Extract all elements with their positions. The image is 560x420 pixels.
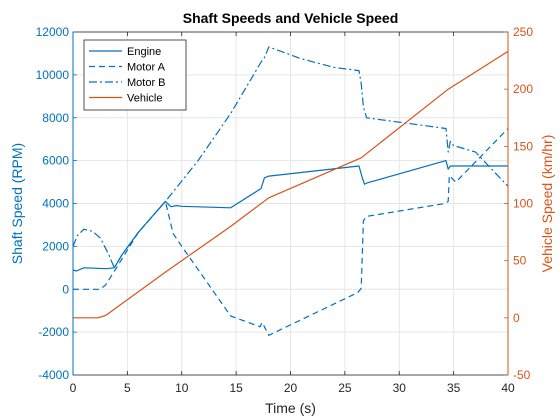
x-tick-label: 10	[175, 381, 189, 395]
legend-box	[83, 39, 187, 111]
right-y-tick-label: 100	[513, 197, 533, 211]
series-layer	[72, 46, 509, 336]
x-tick-label: 5	[124, 381, 131, 395]
legend: Engine Motor A Motor B Vehicle	[83, 39, 187, 111]
left-y-tick-label: 2000	[42, 239, 69, 253]
legend-entry-label: Engine	[127, 46, 161, 58]
series-line-motor-a	[73, 128, 509, 336]
x-tick-label: 40	[501, 381, 515, 395]
left-y-tick-label: 0	[62, 282, 69, 296]
x-tick-label: 35	[447, 381, 461, 395]
left-y-tick-label: -2000	[38, 325, 69, 339]
series-line-vehicle	[73, 50, 509, 319]
left-y-tick-label: -4000	[38, 368, 69, 382]
left-y-tick-label: 10000	[36, 68, 70, 82]
x-tick-label: 20	[284, 381, 298, 395]
right-y-tick-label: 50	[513, 254, 527, 268]
x-tick-label: 0	[70, 381, 77, 395]
right-y-tick-label: 0	[513, 311, 520, 325]
tick-layer: 0 5 10 15 20 25 30 35 40-4000-200002000400060008…	[36, 25, 534, 395]
left-y-tick-label: 12000	[36, 25, 70, 39]
right-y-tick-label: -50	[513, 368, 531, 382]
right-y-tick-label: 200	[513, 82, 533, 96]
x-tick-label: 15	[229, 381, 243, 395]
legend-entry-label: Vehicle	[127, 93, 162, 105]
x-tick-label: 30	[393, 381, 407, 395]
legend-entry-label: Motor B	[127, 77, 166, 89]
left-y-axis-label: Shaft Speed (RPM)	[9, 143, 25, 264]
x-tick-label: 25	[338, 381, 352, 395]
x-axis-label: Time (s)	[265, 400, 316, 416]
left-y-tick-label: 8000	[42, 111, 69, 125]
left-y-tick-label: 6000	[42, 154, 69, 168]
series-line-motor-b	[72, 46, 509, 269]
series-line-engine	[72, 160, 508, 272]
chart-title: Shaft Speeds and Vehicle Speed	[183, 10, 399, 26]
left-y-tick-label: 4000	[42, 197, 69, 211]
right-y-tick-label: 150	[513, 139, 533, 153]
right-y-tick-label: 250	[513, 25, 533, 39]
legend-entry-label: Motor A	[127, 62, 166, 74]
right-y-axis-label: Vehicle Speed (km/hr)	[539, 135, 555, 273]
